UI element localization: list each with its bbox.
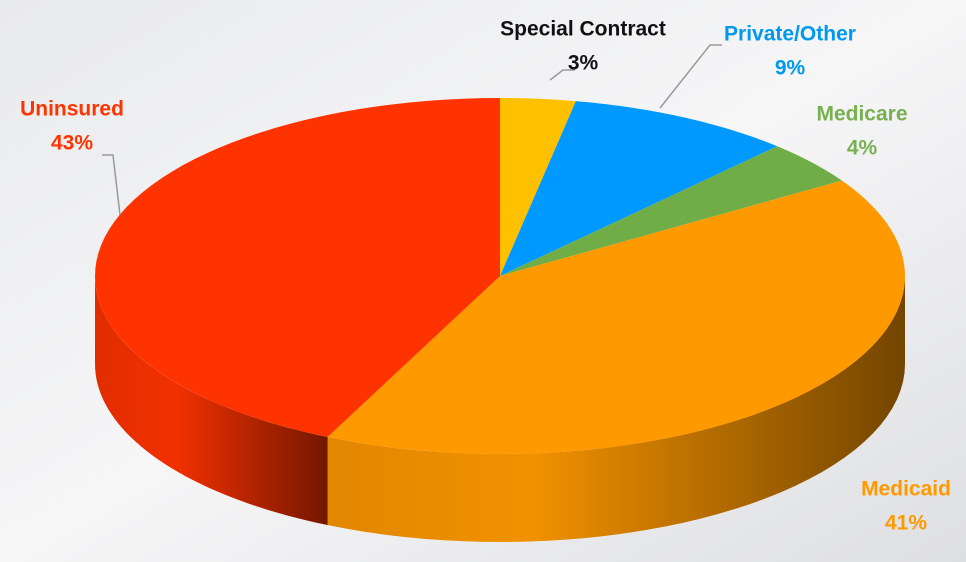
pie-slice [500,146,842,276]
leader-line [102,154,121,216]
labels: Special Contract 3% Private/Other 9% Medicar… [20,18,951,535]
pie-slice [327,180,905,454]
category-label: Medicaid [861,478,951,501]
category-label: Uninsured [20,98,124,121]
pie-slice [500,101,778,277]
category-label: Medicare [816,103,907,126]
value-label: 9% [775,57,806,80]
leader-line [659,44,722,109]
pie-side-shade [95,276,328,526]
category-label: Private/Other [724,23,856,46]
value-label: 4% [847,137,878,160]
pie-side-shade [327,276,905,542]
pie-slice [500,98,576,276]
pie-slice [95,98,500,438]
leader-line [549,69,575,81]
pie [95,98,905,542]
category-label: Special Contract [500,18,666,41]
value-label: 43% [51,132,93,155]
value-label: 41% [885,512,927,535]
value-label: 3% [568,52,599,75]
